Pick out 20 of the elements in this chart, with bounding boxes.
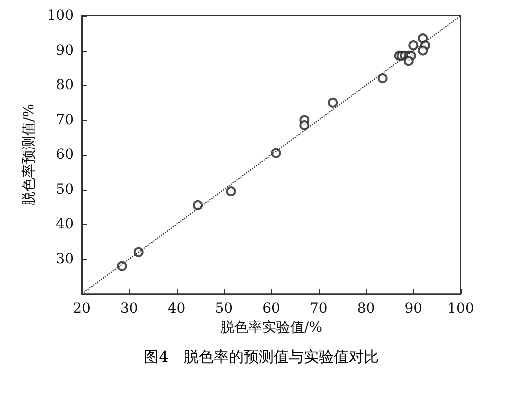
- y-tick-label: 30: [56, 251, 74, 268]
- x-tick-label: 100: [448, 301, 474, 318]
- x-tick-label: 30: [120, 301, 138, 318]
- x-tick-label: 60: [262, 301, 280, 318]
- y-tick-label: 70: [56, 112, 74, 128]
- x-tick-label: 90: [404, 301, 423, 318]
- x-tick-label: 50: [215, 301, 234, 318]
- y-tick-label: 100: [47, 8, 74, 24]
- y-tick-label: 80: [56, 78, 74, 94]
- x-tick-label: 70: [310, 301, 328, 318]
- caption: 图4 脱色率的预测值与实验值对比: [143, 348, 380, 367]
- x-tick-label: 40: [168, 301, 186, 318]
- y-tick-label: 90: [56, 42, 74, 59]
- x-axis-title: 脱色率实验值/%: [220, 320, 323, 336]
- y-axis-title: 脱色率预测值/%: [21, 104, 38, 206]
- x-tick-label: 80: [357, 301, 376, 318]
- x-tick-label: 20: [73, 301, 91, 318]
- y-tick-label: 60: [56, 147, 74, 164]
- y-tick-label: 40: [56, 216, 74, 233]
- y-tick-label: 50: [56, 182, 74, 198]
